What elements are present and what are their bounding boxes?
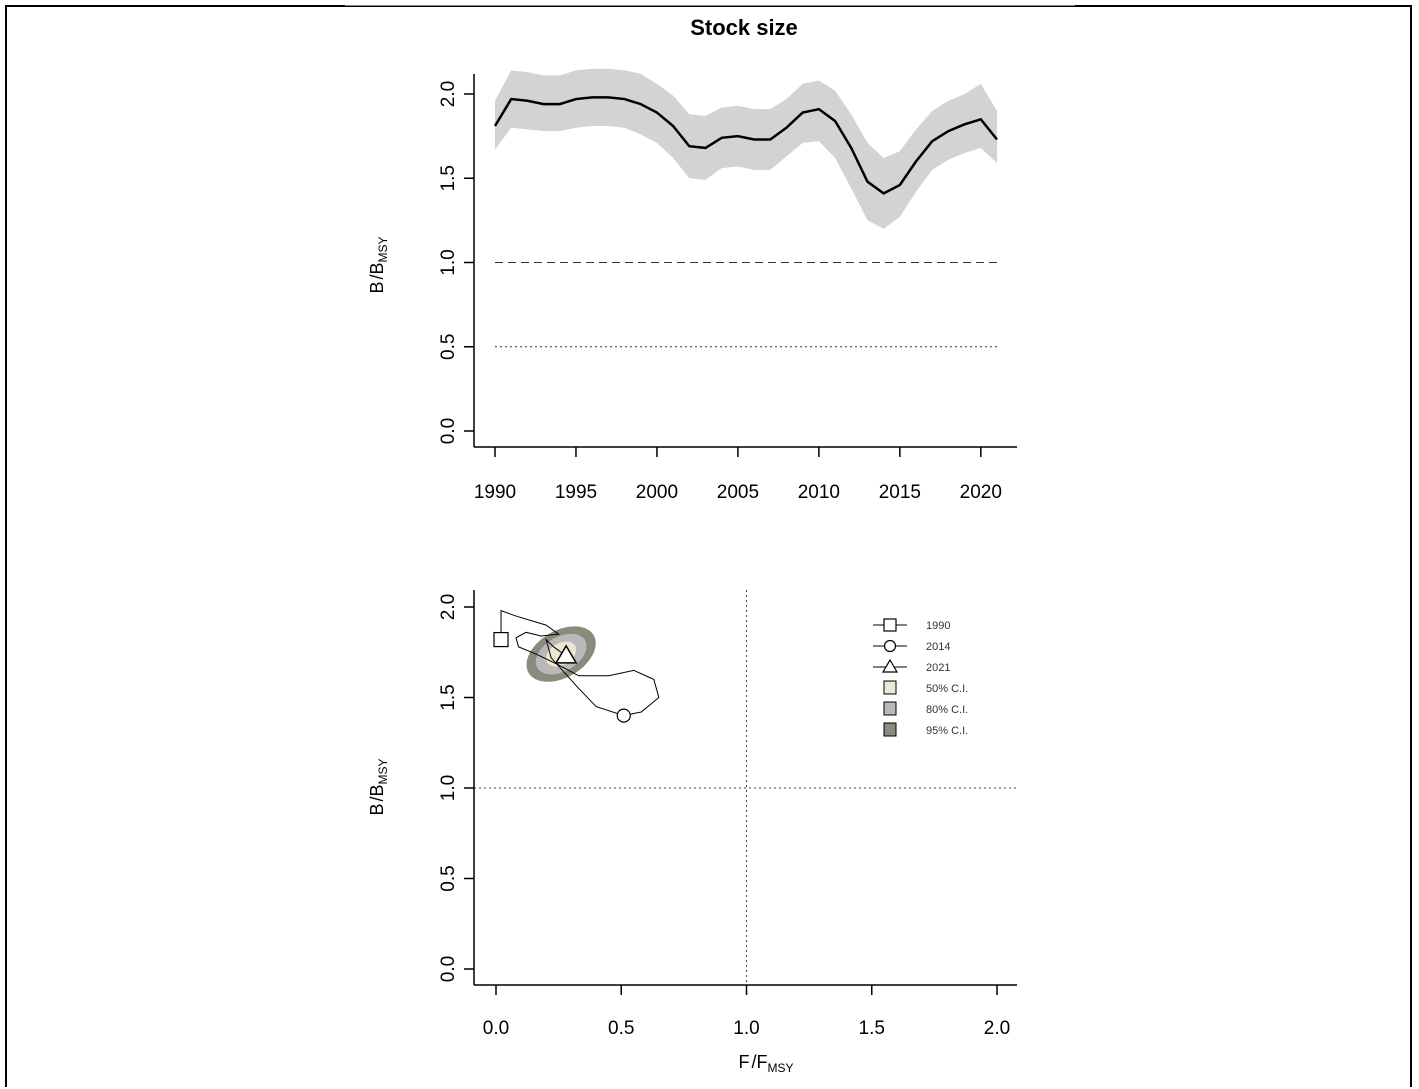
legend-label: 2021 <box>926 662 950 674</box>
y-tick-label: 2.0 <box>438 81 459 107</box>
legend-label: 50% C.I. <box>926 683 968 695</box>
x-tick-label: 2020 <box>960 482 1002 503</box>
x-tick-label: 0.5 <box>608 1018 634 1039</box>
legend: 1990 2014 2021 50% C.I. 80% C.I. 95% C.I. <box>873 618 968 737</box>
svg-text:B/BMSY: B/BMSY <box>367 236 390 293</box>
legend-label: 2014 <box>926 641 950 653</box>
svg-text:F/FMSY: F/FMSY <box>738 1052 793 1075</box>
legend-square-icon <box>883 618 897 632</box>
marker-2014 <box>616 708 631 723</box>
y-tick-label: 1.5 <box>438 165 459 191</box>
x-axis-label: F/FMSY <box>738 1052 793 1075</box>
stock-size-panel: Stock size 1990 1995 2000 2005 2010 2015 2020 0… <box>367 15 1017 503</box>
x-tick-label: 2000 <box>636 482 678 503</box>
y-tick-label: 2.0 <box>438 594 459 620</box>
y-axis-label-sub: MSY <box>376 758 390 784</box>
y-tick-label: 0.0 <box>438 418 459 444</box>
legend-entry: 2014 <box>873 639 950 653</box>
x-tick-label: 2015 <box>879 482 921 503</box>
reference-lines <box>474 590 1017 985</box>
y-axis-label: B/BMSY <box>367 236 390 293</box>
x-tick-label: 2.0 <box>984 1018 1010 1039</box>
legend-label: 80% C.I. <box>926 704 968 716</box>
x-axis-label-main-2: F <box>757 1052 768 1072</box>
svg-text:B/BMSY: B/BMSY <box>367 758 390 815</box>
y-tick-label: 1.0 <box>438 775 459 801</box>
marker-2021 <box>554 644 578 664</box>
x-tick-label: 1.5 <box>859 1018 885 1039</box>
y-axis-label: B/BMSY <box>367 758 390 815</box>
kobe-panel: 0.0 0.5 1.0 1.5 2.0 0.0 0.5 1.0 1.5 2.0 1990 2014 2… <box>367 590 1017 1075</box>
x-tick-label: 1995 <box>555 482 597 503</box>
legend-swatch <box>883 701 897 716</box>
marker-1990 <box>493 631 509 648</box>
y-tick-label: 0.5 <box>438 334 459 360</box>
axes: 0.0 0.5 1.0 1.5 2.0 0.0 0.5 1.0 1.5 2.0 <box>438 590 1017 1039</box>
legend-entry: 80% C.I. <box>883 701 968 716</box>
legend-swatch <box>883 722 897 737</box>
top-rule <box>345 5 1075 6</box>
legend-triangle-icon <box>881 658 899 673</box>
year-markers <box>493 631 631 723</box>
x-axis-label-sub: MSY <box>768 1061 794 1075</box>
y-axis-label-main-2: B <box>367 262 387 274</box>
confidence-band <box>495 68 997 229</box>
x-tick-label: 1990 <box>474 482 516 503</box>
trajectory-line <box>500 609 660 717</box>
legend-label: 95% C.I. <box>926 725 968 737</box>
chart-title: Stock size <box>690 15 798 40</box>
x-axis-label-main: F <box>738 1052 749 1072</box>
legend-circle-icon <box>883 639 897 653</box>
series-line <box>493 96 998 195</box>
x-tick-label: 0.0 <box>483 1018 509 1039</box>
y-tick-label: 0.5 <box>438 865 459 891</box>
legend-entry: 2021 <box>873 658 950 674</box>
legend-label: 1990 <box>926 620 950 632</box>
y-axis-label-sub: MSY <box>376 236 390 262</box>
reference-lines <box>495 262 997 348</box>
y-axis-label-main-2: B <box>367 784 387 796</box>
legend-entry: 95% C.I. <box>883 722 968 737</box>
figure-border <box>5 5 1412 1087</box>
y-axis-label-main: B <box>367 282 387 294</box>
y-tick-label: 0.0 <box>438 956 459 982</box>
y-tick-label: 1.5 <box>438 684 459 710</box>
legend-entry: 50% C.I. <box>883 680 968 695</box>
x-tick-label: 2010 <box>798 482 840 503</box>
axes: 1990 1995 2000 2005 2010 2015 2020 0.0 0.5 1.0 1.5… <box>438 74 1017 503</box>
y-tick-label: 1.0 <box>438 249 459 275</box>
x-tick-label: 2005 <box>717 482 759 503</box>
y-axis-label-main: B <box>367 804 387 816</box>
legend-entry: 1990 <box>873 618 950 632</box>
legend-swatch <box>883 680 897 695</box>
x-tick-label: 1.0 <box>733 1018 759 1039</box>
